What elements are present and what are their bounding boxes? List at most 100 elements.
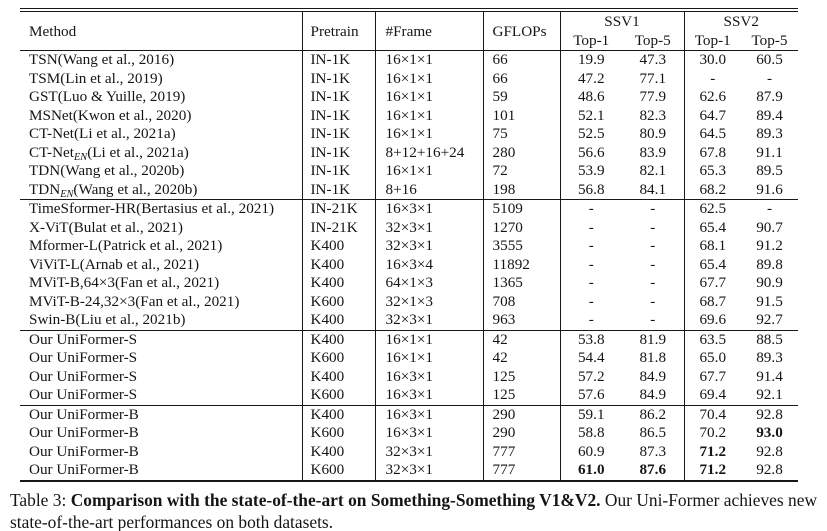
cell-method: ViViT-L(Arnab et al., 2021) bbox=[20, 255, 303, 275]
cell-method: Our UniFormer-B bbox=[20, 424, 303, 443]
cell-method: TDN(Wang et al., 2020b) bbox=[20, 162, 303, 181]
cell-ssv2-top1: 71.2 bbox=[699, 461, 727, 479]
cell-pretrain: IN-1K bbox=[302, 180, 376, 200]
cell-ssv2-top1: 67.8 bbox=[699, 143, 727, 161]
col-header-frame: #Frame bbox=[375, 12, 484, 52]
cell-ssv2-top5: 91.1 bbox=[756, 143, 783, 161]
cell-ssv2-top1: 69.6 bbox=[699, 311, 727, 329]
cell-gflops: 5109 bbox=[483, 199, 561, 219]
cell-ssv1-top1: 58.8 bbox=[577, 424, 605, 442]
cell-pretrain: K400 bbox=[302, 367, 376, 387]
cell-gflops: 290 bbox=[483, 424, 561, 443]
cell-pretrain: IN-1K bbox=[302, 88, 376, 107]
cell-ssv2-top1: 62.6 bbox=[699, 88, 727, 106]
col-header-ssv2-top1: Top-1 bbox=[684, 31, 741, 52]
table-caption: Table 3: Comparison with the state-of-th… bbox=[10, 489, 817, 531]
cell-method: Swin-B(Liu et al., 2021b) bbox=[20, 311, 303, 331]
cell-pretrain: K600 bbox=[302, 292, 376, 312]
cell-frame: 16×3×1 bbox=[375, 199, 484, 219]
cell-ssv2-top5: 87.9 bbox=[756, 88, 783, 106]
cell-pretrain: K400 bbox=[302, 442, 376, 462]
cell-method: MSNet(Kwon et al., 2020) bbox=[20, 106, 303, 126]
cell-frame: 16×3×1 bbox=[375, 386, 484, 406]
cell-frame: 16×1×1 bbox=[375, 125, 484, 144]
cell-frame: 32×3×1 bbox=[375, 311, 484, 331]
table-header: Method Pretrain #Frame GFLOPs SSV1 SSV2 … bbox=[20, 12, 798, 52]
cell-frame: 32×3×1 bbox=[375, 461, 484, 481]
cell-ssv2-top5: 91.5 bbox=[756, 292, 783, 310]
cell-frame: 8+12+16+24 bbox=[375, 143, 484, 163]
table-row: MSNet(Kwon et al., 2020) IN-1K 16×1×1 101 52… bbox=[20, 106, 798, 126]
table-row: Our UniFormer-B K600 32×3×1 777 61.0 87.6 71.2… bbox=[20, 461, 798, 481]
cell-gflops: 777 bbox=[483, 442, 561, 462]
table-row: MViT-B,64×3(Fan et al., 2021) K400 64×1×3 1… bbox=[20, 274, 798, 293]
cell-gflops: 708 bbox=[483, 292, 561, 312]
cell-ssv1-top1: - bbox=[588, 274, 594, 292]
cell-frame: 8+16 bbox=[375, 180, 484, 200]
cell-ssv2-top5: 89.4 bbox=[756, 106, 783, 124]
cell-method: Our UniFormer-S bbox=[20, 367, 303, 387]
table-row: Our UniFormer-S K400 16×1×1 42 53.8 81.9 63.5 8… bbox=[20, 329, 798, 350]
table-row: TSN(Wang et al., 2016) IN-1K 16×1×1 66 19.9 4… bbox=[20, 50, 798, 70]
cell-ssv2-top1: 64.7 bbox=[699, 106, 727, 124]
cell-ssv2-top5: - bbox=[741, 199, 798, 219]
table-row: TimeSformer-HR(Bertasius et al., 2021) IN… bbox=[20, 199, 798, 219]
table-row: Swin-B(Liu et al., 2021b) K400 32×3×1 963 - -… bbox=[20, 311, 798, 331]
cell-ssv2-top5: - bbox=[766, 69, 773, 87]
col-header-pretrain: Pretrain bbox=[302, 12, 376, 52]
cell-gflops: 125 bbox=[483, 367, 561, 387]
cell-frame: 16×1×1 bbox=[375, 329, 484, 350]
cell-ssv1-top5: 81.8 bbox=[622, 349, 685, 368]
cell-ssv2-top5: 92.1 bbox=[756, 386, 783, 404]
cell-method: Our UniFormer-B bbox=[20, 461, 303, 481]
cell-ssv1-top5: - bbox=[622, 311, 685, 331]
cell-ssv1-top5: 83.9 bbox=[622, 143, 685, 163]
results-table: Method Pretrain #Frame GFLOPs SSV1 SSV2 … bbox=[20, 12, 798, 482]
cell-ssv1-top1: 48.6 bbox=[577, 88, 605, 106]
cell-ssv1-top1: 56.8 bbox=[577, 180, 605, 198]
cell-ssv2-top5: 89.8 bbox=[756, 255, 783, 273]
cell-pretrain: IN-21K bbox=[302, 218, 376, 238]
cell-gflops: 290 bbox=[483, 404, 561, 425]
cell-gflops: 777 bbox=[483, 461, 561, 481]
cell-ssv1-top5: 87.6 bbox=[622, 461, 685, 481]
cell-ssv1-top1: 61.0 bbox=[577, 461, 605, 479]
cell-ssv1-top5: - bbox=[622, 218, 685, 238]
cell-ssv2-top1: 30.0 bbox=[699, 51, 727, 69]
cell-ssv1-top5: 80.9 bbox=[622, 125, 685, 144]
cell-ssv2-top5: 91.6 bbox=[756, 180, 783, 198]
cell-method: TSM(Lin et al., 2019) bbox=[20, 69, 303, 89]
cell-gflops: 66 bbox=[483, 50, 561, 70]
cell-ssv1-top5: - bbox=[622, 292, 685, 312]
method-subscript: EN bbox=[60, 188, 74, 200]
cell-ssv1-top1: 47.2 bbox=[577, 69, 605, 87]
cell-frame: 16×1×1 bbox=[375, 162, 484, 181]
cell-pretrain: IN-1K bbox=[302, 162, 376, 181]
cell-method: Mformer-L(Patrick et al., 2021) bbox=[20, 237, 303, 256]
cell-pretrain: K400 bbox=[302, 255, 376, 275]
cell-ssv1-top1: - bbox=[588, 311, 594, 329]
cell-ssv1-top5: 87.3 bbox=[622, 442, 685, 462]
table-row: TDN(Wang et al., 2020b) IN-1K 16×1×1 72 53.9… bbox=[20, 162, 798, 181]
cell-ssv1-top5: 47.3 bbox=[622, 50, 685, 70]
cell-method: CT-Net(Li et al., 2021a) bbox=[20, 125, 303, 144]
caption-label: Table 3: bbox=[10, 489, 67, 510]
cell-ssv1-top1: - bbox=[560, 199, 622, 219]
paper-page: Method Pretrain #Frame GFLOPs SSV1 SSV2 … bbox=[0, 8, 827, 531]
cell-ssv2-top1: 65.0 bbox=[699, 349, 727, 367]
cell-method: GST(Luo & Yuille, 2019) bbox=[20, 88, 303, 107]
cell-frame: 16×1×1 bbox=[375, 69, 484, 89]
cell-ssv2-top5: 89.5 bbox=[756, 162, 783, 180]
cell-ssv2-top5: 91.2 bbox=[756, 237, 783, 255]
cell-ssv1-top1: 57.6 bbox=[577, 386, 605, 404]
cell-ssv1-top5: 86.2 bbox=[622, 404, 685, 425]
cell-ssv1-top1: 52.1 bbox=[577, 106, 605, 124]
cell-method: TimeSformer-HR(Bertasius et al., 2021) bbox=[20, 199, 303, 219]
cell-ssv2-top1: 65.4 bbox=[699, 218, 727, 236]
cell-ssv1-top1: 19.9 bbox=[577, 51, 605, 69]
cell-frame: 16×3×1 bbox=[375, 424, 484, 443]
cell-pretrain: K400 bbox=[302, 274, 376, 293]
cell-frame: 16×1×1 bbox=[375, 88, 484, 107]
cell-ssv2-top1: 68.1 bbox=[699, 237, 727, 255]
cell-gflops: 75 bbox=[483, 125, 561, 144]
